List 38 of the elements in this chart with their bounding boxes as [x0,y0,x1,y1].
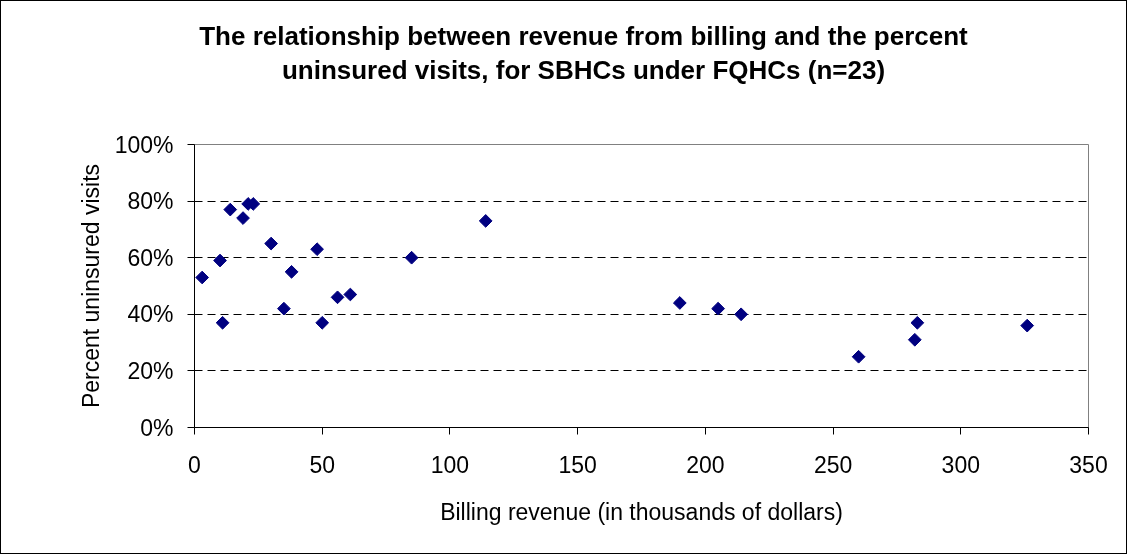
point [213,253,227,268]
point [310,242,324,257]
x-axis-title: Billing revenue (in thousands of dollars) [440,498,843,525]
point [343,287,358,302]
point [284,264,299,279]
x-tick-label: 250 [813,451,853,478]
y-tick-label: 100% [114,131,174,158]
point [910,315,925,330]
point [315,315,330,330]
x-tick-label: 150 [558,451,597,478]
y-tick-label: 0% [140,414,174,441]
x-tick-label: 350 [1069,451,1108,478]
point [851,349,866,364]
x-tick-label: 100 [430,451,470,478]
y-axis-title: Percent uninsured visits [77,163,104,409]
point [478,214,493,228]
x-tick-label: 300 [941,451,980,478]
x-tick-label: 200 [686,451,725,478]
point [264,236,278,251]
point [711,301,725,316]
point [277,301,291,316]
y-tick-label: 40% [127,301,174,328]
point [195,270,210,285]
point [734,307,748,322]
point [215,315,230,330]
point [330,290,345,305]
point [404,250,419,265]
y-tick-label: 20% [127,357,174,384]
point [907,332,922,347]
x-tick-label: 50 [309,451,336,478]
point [236,211,250,225]
y-tick-label: 60% [127,244,174,271]
x-tick-label: 0 [188,451,201,478]
y-tick-label: 80% [127,188,174,215]
chart-title: The relationship between revenue from billing and the percent uninsured visits, for SBHCs under FQHCs (n=23) [199,20,969,86]
point [1020,318,1035,333]
point [672,296,687,310]
point [223,202,238,217]
